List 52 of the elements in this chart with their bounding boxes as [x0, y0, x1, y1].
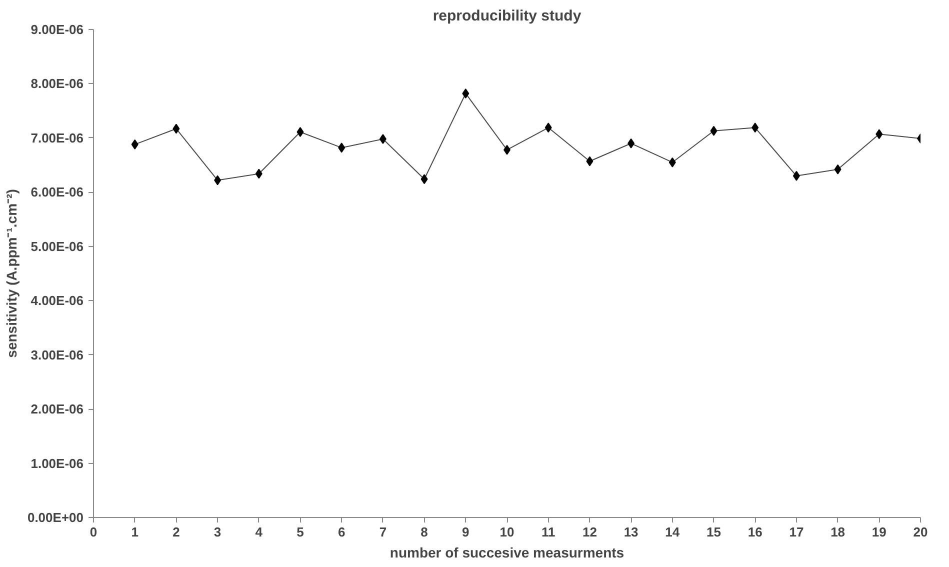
point — [420, 174, 428, 184]
point — [296, 126, 304, 137]
y-tick-label: 0.00E+00 — [27, 510, 84, 525]
point — [131, 139, 138, 150]
point — [834, 164, 842, 174]
point — [172, 124, 180, 134]
point — [214, 175, 222, 186]
x-tick-label: 2 — [172, 524, 180, 540]
y-axis-title: sensitivity (A.ppm⁻¹.cm⁻²) — [3, 189, 20, 358]
y-tick-label: 9.00E-06 — [30, 22, 84, 37]
y-tick-label: 7.00E-06 — [30, 130, 84, 146]
point — [876, 129, 883, 140]
x-tick-label: 18 — [830, 524, 846, 540]
x-tick-label: 19 — [872, 524, 886, 540]
x-axis-title: number of succesive measurments — [390, 544, 624, 560]
chart-title: reproducibility study — [432, 8, 582, 24]
x-tick-label: 10 — [500, 524, 514, 540]
x-tick-label: 0 — [90, 524, 98, 540]
x-tick-label: 9 — [462, 524, 470, 540]
x-tick-label: 4 — [255, 524, 264, 540]
x-tick-label: 14 — [665, 524, 680, 540]
x-tick-label: 12 — [582, 524, 597, 540]
point — [668, 157, 676, 168]
point — [462, 88, 470, 98]
y-tick-label: 6.00E-06 — [30, 184, 84, 200]
point — [379, 134, 386, 144]
point — [338, 142, 346, 153]
y-tick-label: 1.00E-06 — [30, 456, 84, 471]
y-tick-label: 4.00E-06 — [30, 293, 84, 308]
x-tick-label: 3 — [214, 524, 222, 540]
x-tick-label: 16 — [748, 524, 762, 540]
point — [792, 170, 800, 181]
point — [586, 156, 594, 166]
x-tick-label: 11 — [541, 524, 556, 540]
point — [710, 126, 718, 136]
x-tick-label: 15 — [706, 524, 721, 540]
y-tick-label: 3.00E-06 — [30, 347, 84, 362]
x-tick-label: 6 — [338, 524, 346, 540]
y-tick-label: 2.00E-06 — [30, 402, 84, 417]
x-tick-label: 1 — [131, 524, 138, 540]
x-tick-label: 7 — [379, 524, 387, 540]
x-tick-label: 5 — [296, 524, 304, 540]
point — [628, 138, 635, 148]
point — [544, 122, 552, 133]
x-tick-label: 13 — [624, 524, 638, 540]
point — [752, 122, 759, 133]
point — [255, 168, 262, 179]
y-tick-label: 8.00E-06 — [30, 76, 84, 92]
x-tick-label: 17 — [789, 524, 804, 540]
y-tick-label: 5.00E-06 — [30, 238, 84, 254]
x-tick-label: 8 — [420, 524, 428, 540]
x-tick-label: 20 — [913, 524, 928, 540]
